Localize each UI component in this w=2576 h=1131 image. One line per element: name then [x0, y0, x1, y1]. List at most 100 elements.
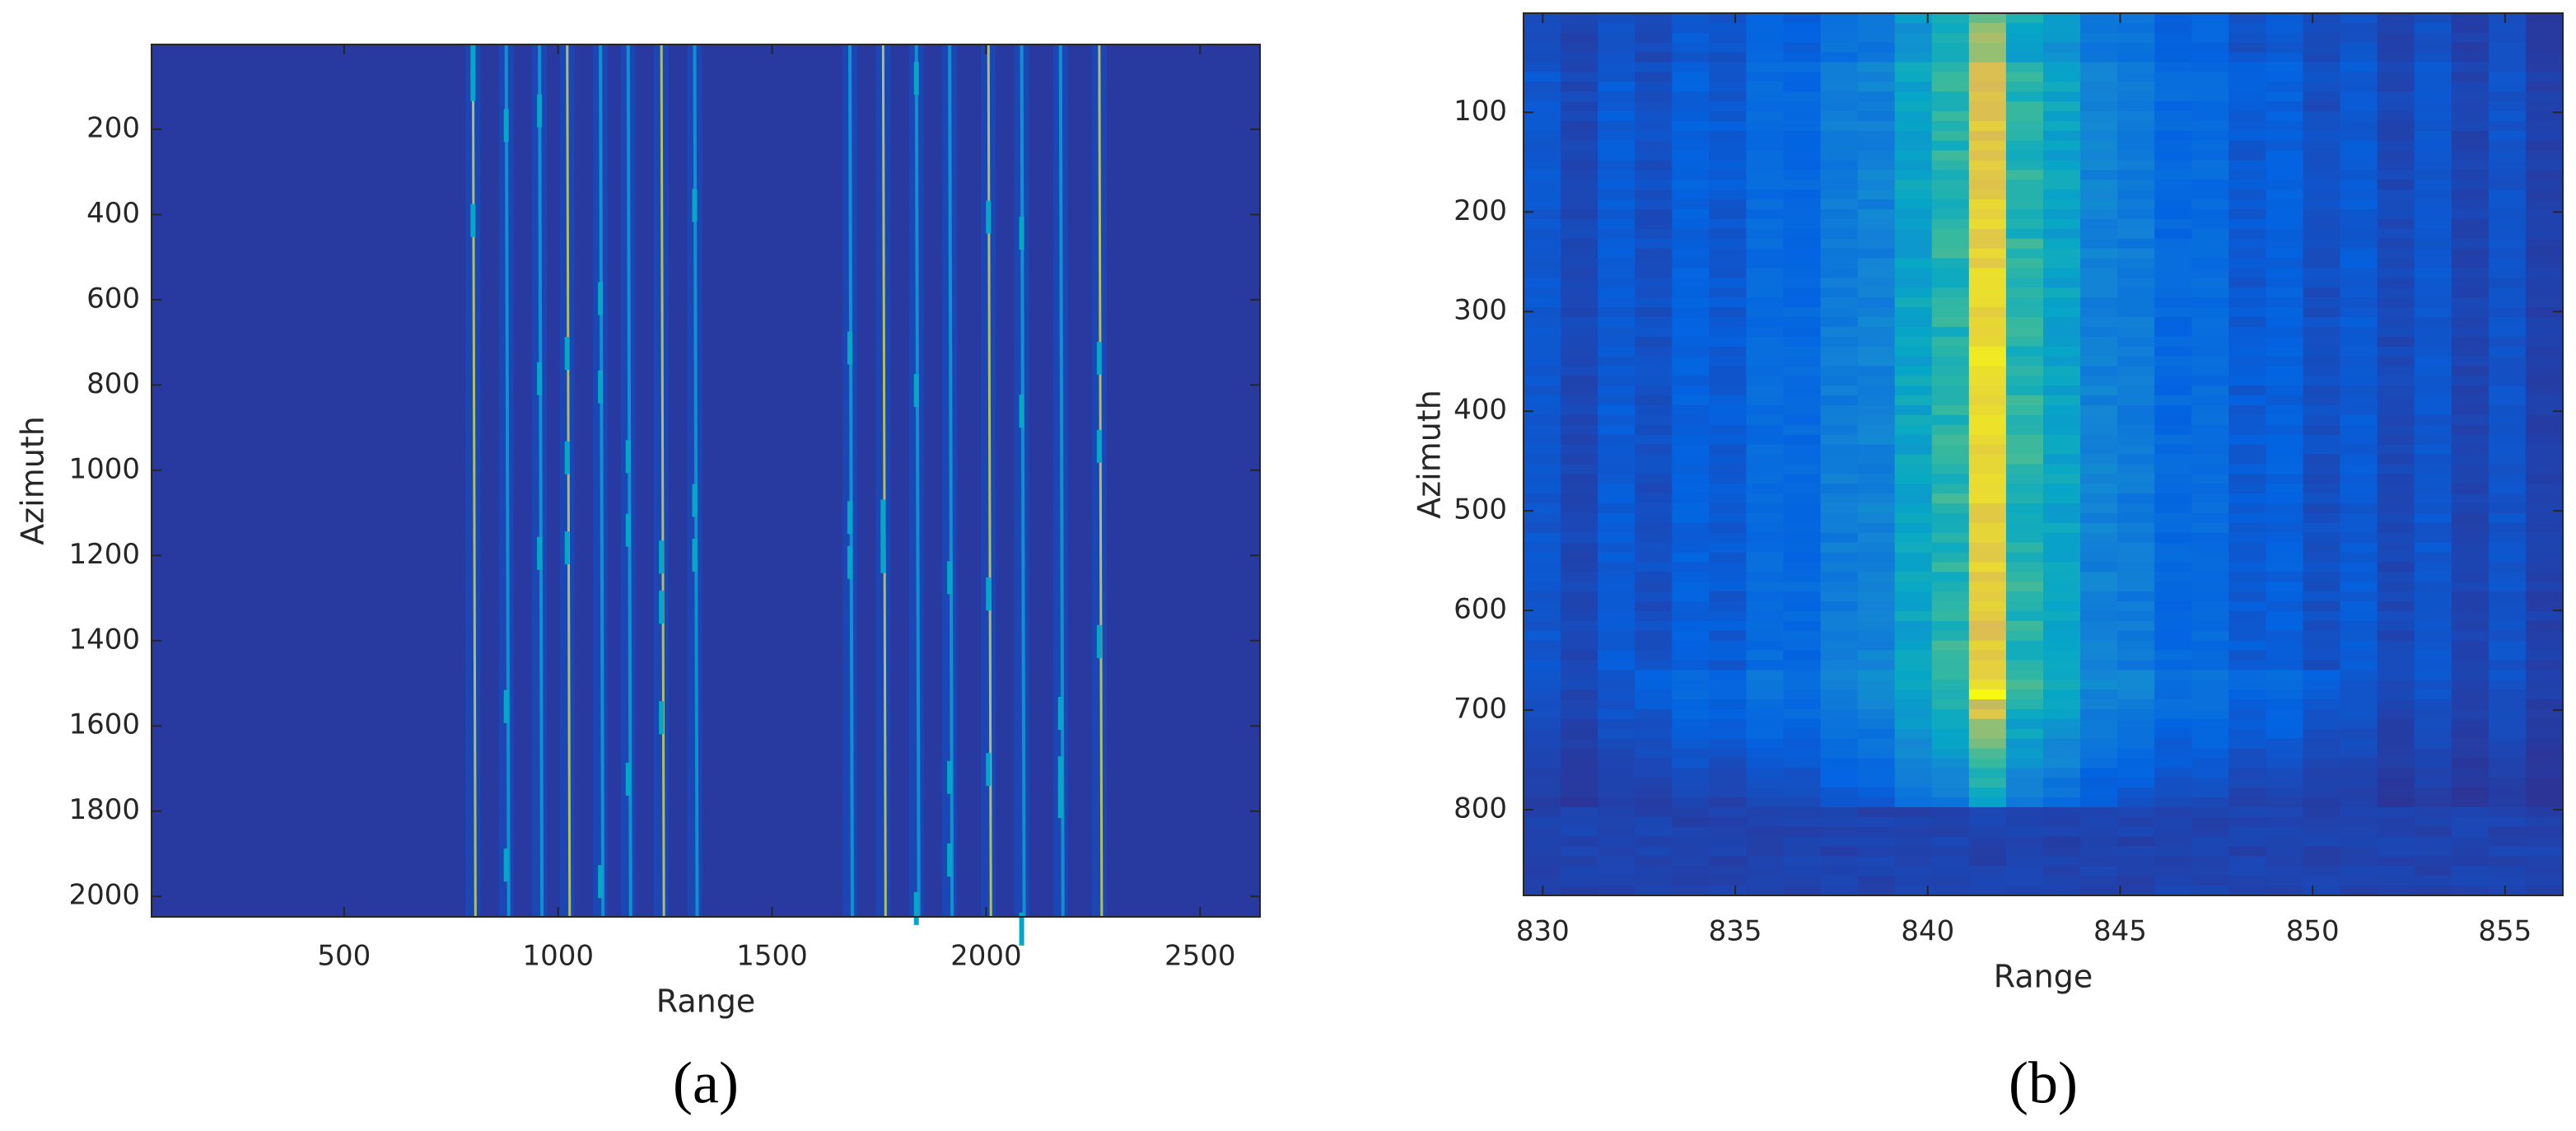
heatmap-cell: [2451, 366, 2490, 376]
heatmap-cell: [1746, 170, 1785, 180]
heatmap-cell: [2303, 484, 2341, 494]
heatmap-cell: [2525, 170, 2564, 180]
heatmap-cell: [2488, 376, 2527, 386]
heatmap-cell: [1783, 630, 1822, 642]
heatmap-cell: [1561, 414, 1598, 426]
heatmap-cell: [2303, 826, 2341, 838]
heatmap-cell: [2154, 484, 2192, 494]
heatmap-cell: [1561, 738, 1598, 750]
heatmap-cell: [1968, 816, 2007, 828]
heatmap-cell: [2266, 91, 2304, 102]
heatmap-cell: [1598, 278, 1636, 288]
heatmap-cell: [1598, 180, 1636, 190]
heatmap-cell: [1931, 816, 1970, 828]
heatmap-cell: [1894, 876, 1933, 886]
heatmap-cell: [2191, 248, 2229, 259]
heatmap-cell: [2340, 610, 2378, 622]
heatmap-cell: [1709, 601, 1748, 612]
heatmap-cell: [2154, 170, 2192, 180]
heatmap-cell: [1820, 484, 1859, 494]
heatmap-cell: [2525, 670, 2564, 680]
heatmap-cell: [2451, 111, 2490, 122]
heatmap-cell: [2488, 778, 2527, 788]
heatmap-cell: [2377, 218, 2415, 230]
heatmap-cell: [1709, 101, 1748, 112]
heatmap-cell: [2451, 778, 2490, 788]
heatmap-cell: [1561, 876, 1598, 886]
heatmap-cell: [2414, 238, 2452, 250]
heatmap-cell: [2080, 42, 2118, 54]
heatmap-cell: [2043, 522, 2081, 534]
heatmap-cell: [2191, 610, 2229, 622]
heatmap-cell: [1598, 454, 1636, 465]
heatmap-cell: [1783, 542, 1822, 554]
heatmap-cell: [1709, 52, 1748, 63]
heatmap-cell: [1635, 768, 1673, 778]
heatmap-cell: [1561, 660, 1598, 671]
heatmap-cell: [2228, 474, 2267, 484]
heatmap-cell: [2451, 326, 2490, 338]
heatmap-cell: [2525, 562, 2564, 573]
heatmap-cell: [2525, 806, 2564, 818]
heatmap-cell: [1672, 728, 1710, 740]
heatmap-cell: [2340, 101, 2378, 112]
heatmap-cell: [1635, 718, 1673, 730]
heatmap-cell: [2414, 62, 2452, 72]
heatmap-cell: [1635, 72, 1673, 82]
heatmap-cell: [2154, 111, 2192, 122]
heatmap-cell: [1820, 689, 1859, 700]
heatmap-cell: [2080, 484, 2118, 494]
heatmap-cell: [1672, 91, 1710, 102]
heatmap-cell: [2525, 522, 2564, 534]
heatmap-cell: [2191, 238, 2229, 250]
heatmap-cell: [2266, 414, 2304, 426]
heatmap-cell: [2191, 13, 2229, 24]
heatmap-cell: [2043, 728, 2081, 740]
heatmap-cell: [2266, 826, 2304, 838]
heatmap-cell: [1672, 522, 1710, 534]
heatmap-cell: [1820, 111, 1859, 122]
heatmap-cell: [1524, 708, 1561, 720]
heatmap-cell: [2488, 170, 2527, 180]
heatmap-cell: [1783, 728, 1822, 740]
heatmap-cell: [2117, 768, 2155, 778]
heatmap-cell: [2377, 326, 2415, 338]
heatmap-cell: [1931, 582, 1970, 592]
heatmap-cell: [1561, 836, 1598, 848]
heatmap-cell: [2488, 699, 2527, 710]
heatmap-cell: [2005, 140, 2044, 152]
heatmap-cell: [2117, 150, 2155, 161]
heatmap-cell: [1783, 150, 1822, 161]
heatmap-cell: [2117, 72, 2155, 82]
heatmap-cell: [2525, 395, 2564, 406]
heatmap-cell: [2191, 484, 2229, 494]
heatmap-cell: [2117, 199, 2155, 210]
heatmap-cell: [1672, 816, 1710, 828]
heatmap-cell: [1561, 356, 1598, 367]
heatmap-cell: [2117, 209, 2155, 220]
heatmap-cell: [1598, 82, 1636, 92]
heatmap-cell: [2005, 395, 2044, 406]
heatmap-cell: [1672, 376, 1710, 386]
heatmap-cell: [1672, 101, 1710, 112]
heatmap-cell: [2043, 532, 2081, 544]
heatmap-cell: [1894, 91, 1933, 102]
heatmap-cell: [2266, 493, 2304, 504]
heatmap-cell: [1524, 620, 1561, 632]
heatmap-cell: [1968, 82, 2007, 92]
heatmap-cell: [1894, 464, 1933, 474]
heatmap-cell: [2005, 268, 2044, 278]
heatmap-cell: [1783, 601, 1822, 612]
heatmap-cell: [2191, 140, 2229, 152]
heatmap-cell: [2191, 52, 2229, 63]
heatmap-cell: [1931, 218, 1970, 230]
heatmap-cell: [1524, 434, 1561, 446]
heatmap-cell: [2377, 836, 2415, 848]
heatmap-cell: [2488, 82, 2527, 92]
heatmap-cell: [2488, 846, 2527, 857]
heatmap-cell: [2154, 493, 2192, 504]
heatmap-cell: [1746, 82, 1785, 92]
heatmap-cell: [2191, 787, 2229, 798]
heatmap-cell: [2303, 356, 2341, 367]
heatmap-cell: [1931, 91, 1970, 102]
